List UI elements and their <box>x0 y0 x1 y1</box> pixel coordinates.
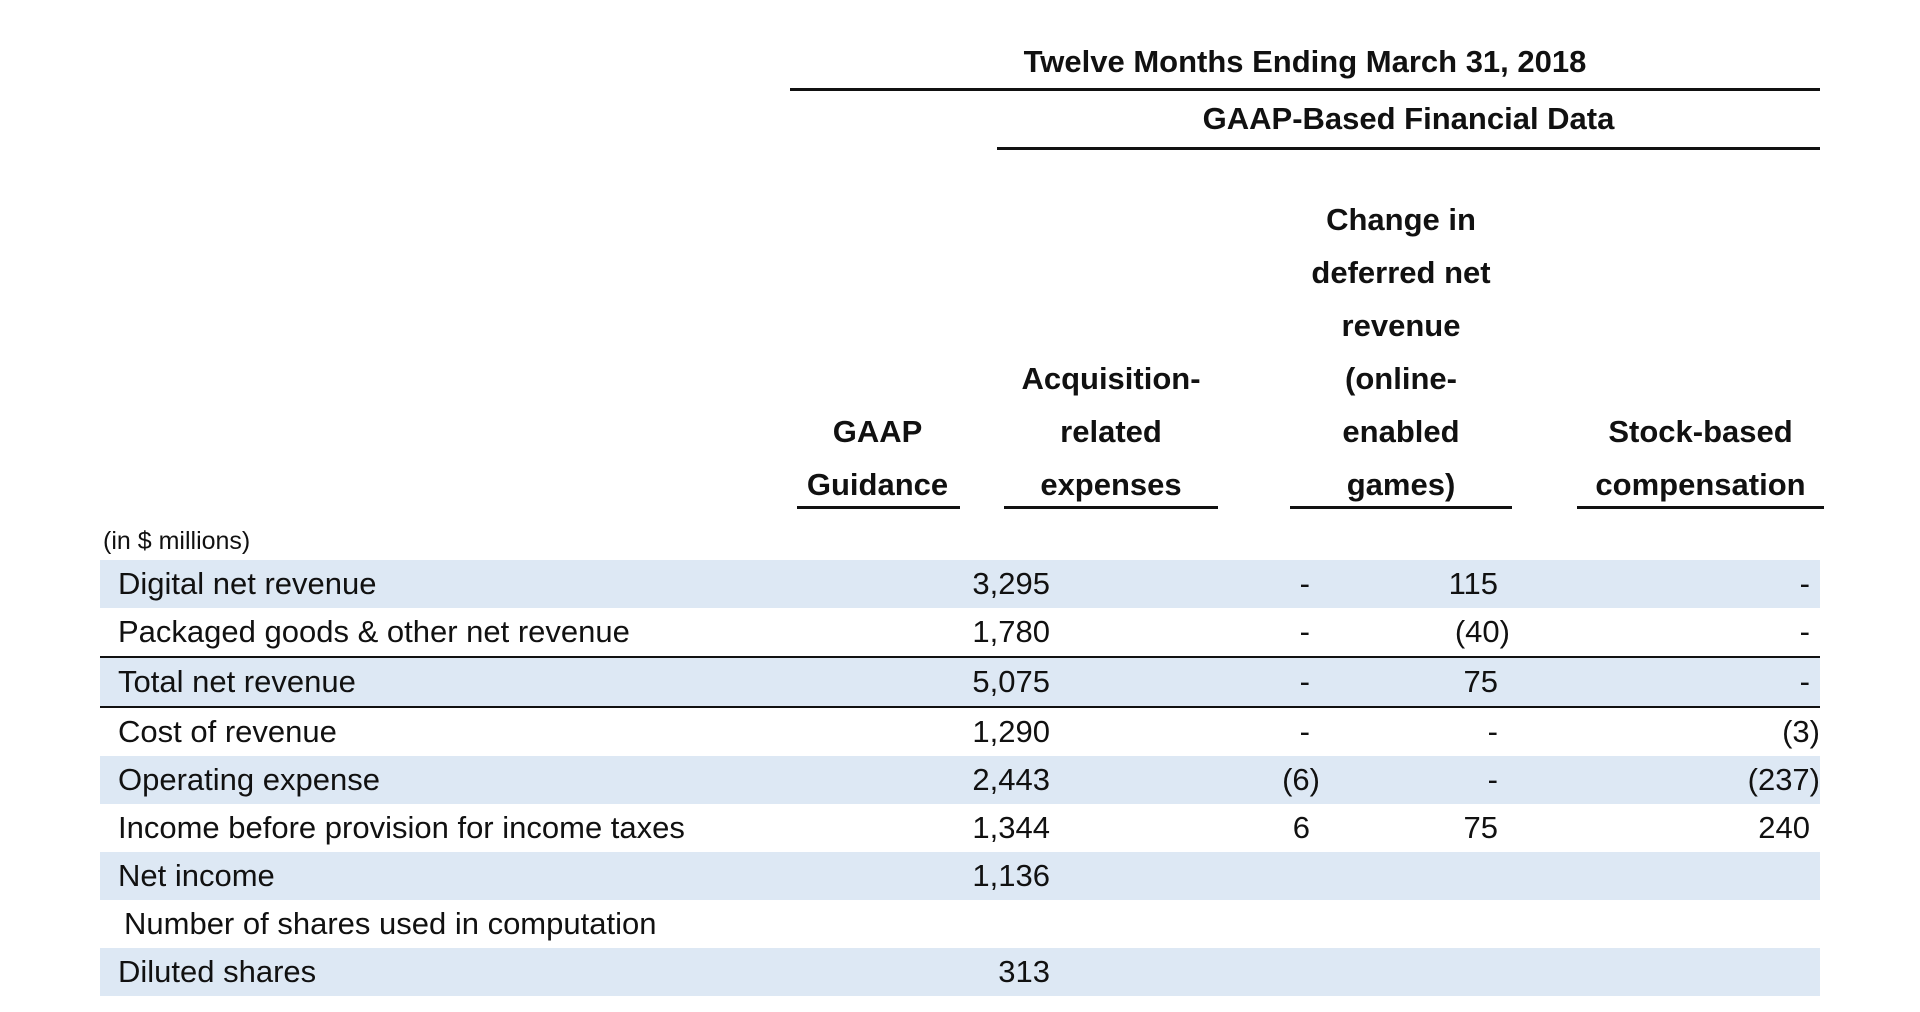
units-note: (in $ millions) <box>103 527 251 555</box>
column-header-line: related <box>1060 414 1162 449</box>
table-row: Packaged goods & other net revenue 1,780… <box>100 608 1820 656</box>
column-header-line: Stock-based <box>1608 414 1793 449</box>
cell-deferred-net-revenue: 75 <box>1463 664 1498 699</box>
cell-gaap-guidance: 1,136 <box>972 858 1050 893</box>
cell-stock-based-comp: 240 <box>1758 810 1810 845</box>
table-row: Total net revenue 5,075 - 75 - <box>100 658 1820 706</box>
column-header-stock-based-compensation: Stock-based compensation <box>1577 405 1824 511</box>
cell-acquisition-related: - <box>1299 714 1310 749</box>
column-header-change-in-deferred-net-revenue: Change in deferred net revenue (online- … <box>1290 193 1512 511</box>
column-header-line: Acquisition- <box>1021 361 1201 396</box>
cell-deferred-net-revenue: (40) <box>1454 614 1510 649</box>
column-header-rule <box>797 506 960 509</box>
column-header-line: deferred net <box>1311 255 1491 290</box>
cell-stock-based-comp: (237) <box>1747 762 1820 797</box>
cell-gaap-guidance: 1,344 <box>972 810 1050 845</box>
column-header-line: games) <box>1346 467 1456 502</box>
table-row: Operating expense 2,443 (6) - (237) <box>100 756 1820 804</box>
cell-acquisition-related: - <box>1299 664 1310 699</box>
column-header-line: enabled <box>1342 414 1460 449</box>
row-label: Net income <box>118 858 275 893</box>
column-header-line: (online- <box>1345 361 1457 396</box>
row-label: Number of shares used in computation <box>124 906 657 941</box>
cell-acquisition-related: - <box>1299 566 1310 601</box>
column-header-acquisition-related-expenses: Acquisition- related expenses <box>1004 352 1218 511</box>
table-row: Digital net revenue 3,295 - 115 - <box>100 560 1820 608</box>
row-label: Operating expense <box>118 762 380 797</box>
row-label: Income before provision for income taxes <box>118 810 685 845</box>
column-header-rule <box>1290 506 1512 509</box>
column-header-line: GAAP <box>832 414 923 449</box>
cell-gaap-guidance: 3,295 <box>972 566 1050 601</box>
period-title: Twelve Months Ending March 31, 2018 <box>1023 44 1587 79</box>
period-title-rule <box>790 88 1820 91</box>
table-row: Cost of revenue 1,290 - - (3) <box>100 708 1820 756</box>
column-header-rule <box>1004 506 1218 509</box>
row-label: Cost of revenue <box>118 714 337 749</box>
cell-acquisition-related: (6) <box>1282 762 1320 797</box>
column-header-line: compensation <box>1595 467 1806 502</box>
section-title: GAAP-Based Financial Data <box>1202 101 1615 136</box>
cell-deferred-net-revenue: - <box>1487 762 1498 797</box>
section-title-rule <box>997 147 1820 150</box>
column-header-line: expenses <box>1040 467 1182 502</box>
column-header-line: revenue <box>1341 308 1461 343</box>
column-header-line: Change in <box>1326 202 1476 237</box>
cell-deferred-net-revenue: 75 <box>1463 810 1498 845</box>
cell-gaap-guidance: 1,290 <box>972 714 1050 749</box>
cell-gaap-guidance: 313 <box>998 954 1050 989</box>
cell-gaap-guidance: 2,443 <box>972 762 1050 797</box>
cell-deferred-net-revenue: 115 <box>1448 566 1498 601</box>
cell-stock-based-comp: - <box>1799 614 1810 649</box>
cell-stock-based-comp: (3) <box>1782 714 1820 749</box>
cell-deferred-net-revenue: - <box>1487 714 1498 749</box>
cell-acquisition-related: - <box>1299 614 1310 649</box>
total-rule-top <box>100 656 1820 658</box>
cell-gaap-guidance: 1,780 <box>972 614 1050 649</box>
table-row: Diluted shares 313 <box>100 948 1820 996</box>
table-row: Net income 1,136 <box>100 852 1820 900</box>
cell-stock-based-comp: - <box>1799 664 1810 699</box>
row-label: Total net revenue <box>118 664 356 699</box>
column-header-line: Guidance <box>806 467 949 502</box>
total-rule-bottom <box>100 706 1820 708</box>
row-label: Diluted shares <box>118 954 317 989</box>
cell-stock-based-comp: - <box>1799 566 1810 601</box>
table-row: Number of shares used in computation <box>100 900 1820 948</box>
table-row: Income before provision for income taxes… <box>100 804 1820 852</box>
row-label: Digital net revenue <box>118 566 377 601</box>
column-header-rule <box>1577 506 1824 509</box>
cell-acquisition-related: 6 <box>1292 810 1310 845</box>
row-label: Packaged goods & other net revenue <box>118 614 630 649</box>
cell-gaap-guidance: 5,075 <box>972 664 1050 699</box>
column-header-gaap-guidance: GAAP Guidance <box>795 405 960 511</box>
